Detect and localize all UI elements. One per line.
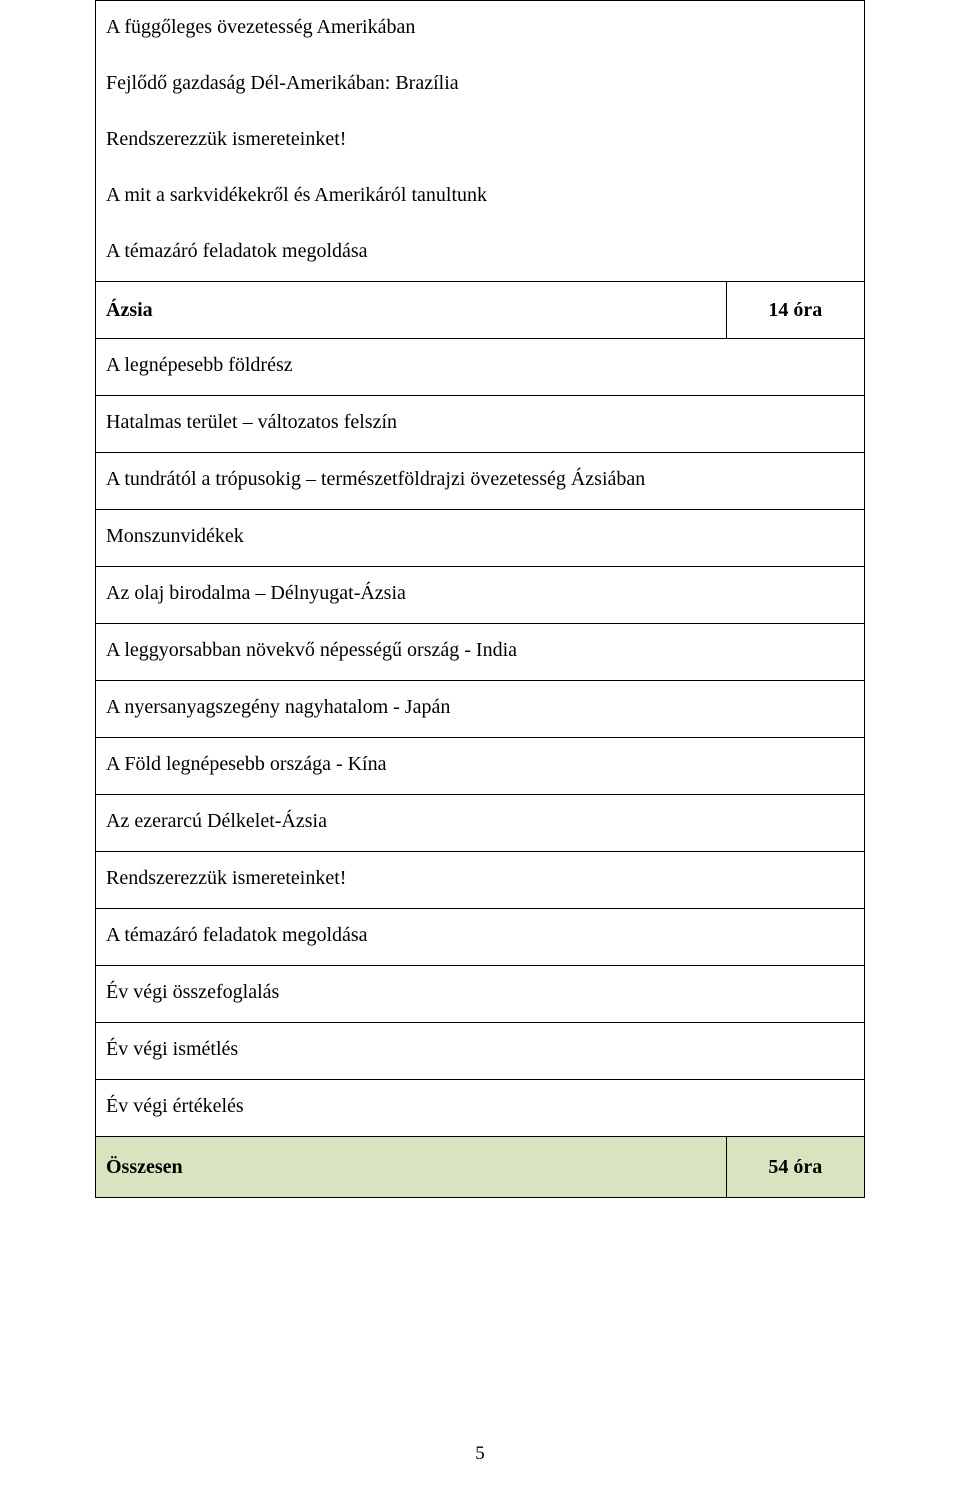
table-cell-text: A mit a sarkvidékekről és Amerikáról tan… [106,179,854,211]
topics-table: A függőleges övezetesség Amerikában Fejlő… [95,0,865,1198]
table-row: Az olaj birodalma – Délnyugat-Ázsia [96,567,865,624]
total-label: Összesen [96,1137,727,1198]
table-cell-text: A témazáró feladatok megoldása [106,235,854,267]
table-row: Év végi ismétlés [96,1023,865,1080]
table-cell-text: A függőleges övezetesség Amerikában [106,11,854,43]
table-row: A nyersanyagszegény nagyhatalom - Japán [96,681,865,738]
table-row: A legnépesebb földrész [96,339,865,396]
table-row: Hatalmas terület – változatos felszín [96,396,865,453]
section-heading: Ázsia [96,282,727,339]
table-row: A leggyorsabban növekvő népességű ország… [96,624,865,681]
table-row: Monszunvidékek [96,510,865,567]
table-row: A Föld legnépesebb országa - Kína [96,738,865,795]
page: A függőleges övezetesség Amerikában Fejlő… [0,0,960,1501]
table-row: A témazáró feladatok megoldása [96,909,865,966]
table-row: Rendszerezzük ismereteinket! [96,852,865,909]
page-number: 5 [0,1443,960,1465]
table-row-multi: A függőleges övezetesség Amerikában Fejlő… [96,1,865,282]
table-row: Az ezerarcú Délkelet-Ázsia [96,795,865,852]
table-cell-text: Rendszerezzük ismereteinket! [106,123,854,155]
total-hours: 54 óra [726,1137,864,1198]
table-row: Év végi összefoglalás [96,966,865,1023]
table-row: Év végi értékelés [96,1080,865,1137]
section-hours: 14 óra [726,282,864,339]
table-cell-text: Fejlődő gazdaság Dél-Amerikában: Brazíli… [106,67,854,99]
table-row: A tundrától a trópusokig – természetföld… [96,453,865,510]
